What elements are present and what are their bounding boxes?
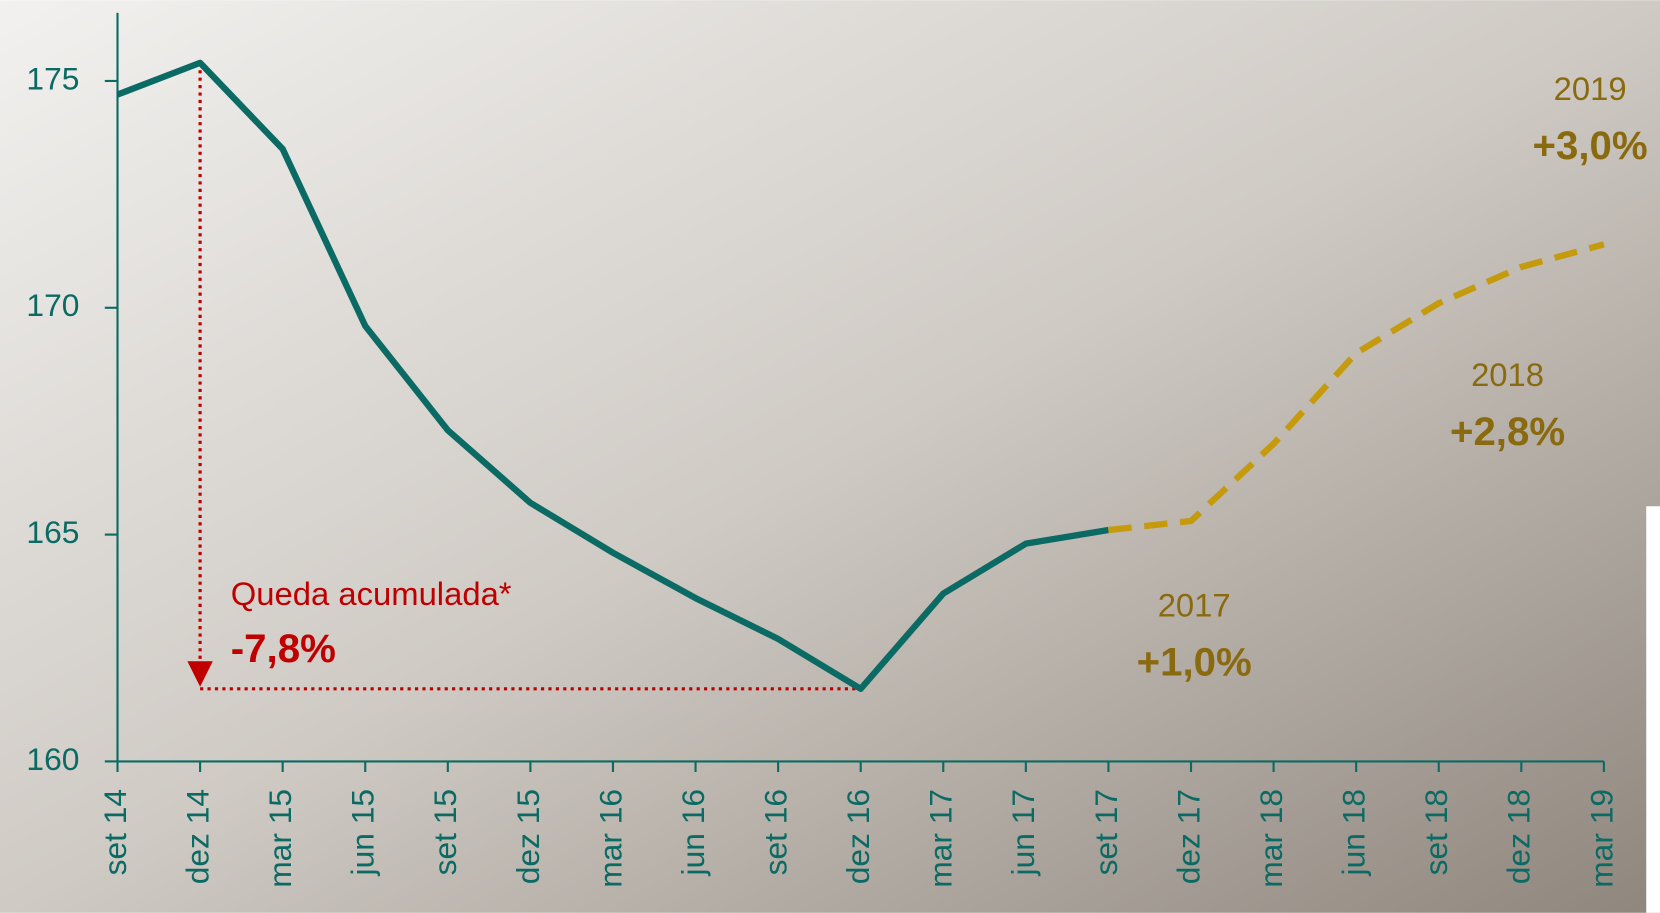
x-tick-label: dez 18 xyxy=(1501,789,1537,884)
annotation: 2018 xyxy=(1471,356,1544,393)
x-tick-label: set 15 xyxy=(427,789,463,876)
y-tick-label: 160 xyxy=(26,741,79,777)
white-panel-edge xyxy=(1646,506,1660,913)
x-tick-label: mar 16 xyxy=(592,789,628,888)
x-tick-label: jun 15 xyxy=(345,789,381,877)
x-tick-label: set 14 xyxy=(97,789,133,876)
x-tick-label: jun 17 xyxy=(1005,789,1041,877)
annotation: Queda acumulada* xyxy=(231,575,512,612)
x-tick-label: mar 15 xyxy=(262,789,298,888)
annotation: +3,0% xyxy=(1533,123,1648,168)
y-tick-label: 175 xyxy=(26,60,79,96)
annotation: +1,0% xyxy=(1137,640,1252,685)
y-tick-label: 170 xyxy=(26,287,79,323)
annotation: 2019 xyxy=(1554,70,1627,107)
annotation: 2017 xyxy=(1158,587,1231,624)
x-tick-label: jun 18 xyxy=(1336,789,1372,877)
x-tick-label: dez 17 xyxy=(1170,789,1206,884)
x-tick-label: jun 16 xyxy=(675,789,711,877)
x-tick-label: dez 15 xyxy=(510,789,546,884)
chart: 160 165 170 175 set 14 dez 14 mar 15 jun 15 set … xyxy=(0,0,1660,913)
x-tick-label: mar 19 xyxy=(1583,789,1619,888)
x-tick-label: set 17 xyxy=(1088,789,1124,876)
x-tick-label: dez 14 xyxy=(179,789,215,884)
x-tick-label: dez 16 xyxy=(840,789,876,884)
x-tick-label: set 16 xyxy=(758,789,794,876)
x-tick-label: set 18 xyxy=(1418,789,1454,876)
annotation: +2,8% xyxy=(1450,409,1565,454)
background xyxy=(0,0,1660,913)
x-tick-label: mar 18 xyxy=(1253,789,1289,888)
annotation: -7,8% xyxy=(231,626,336,671)
x-tick-label: mar 17 xyxy=(923,789,959,888)
y-tick-label: 165 xyxy=(26,514,79,550)
